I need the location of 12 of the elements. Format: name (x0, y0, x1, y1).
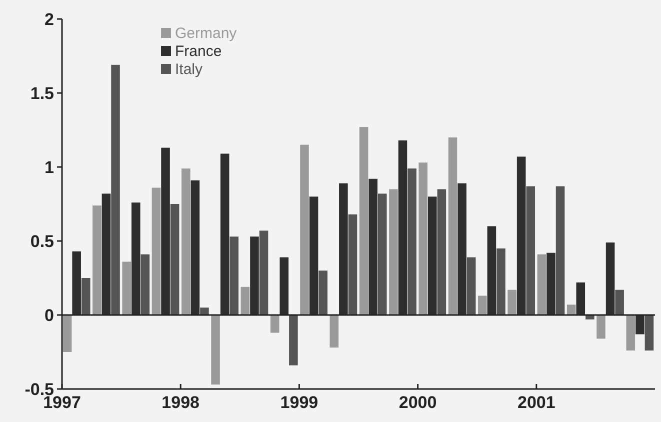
x-tick-label: 2001 (517, 393, 556, 412)
x-tick-label: 2000 (398, 393, 437, 412)
y-tick-label: 0.5 (30, 232, 54, 251)
y-tick-label: 2 (44, 10, 54, 29)
x-tick-label: 1998 (162, 393, 200, 412)
legend-label: France (175, 43, 222, 60)
y-tick-label: 1 (44, 158, 54, 177)
x-tick-label: 1999 (280, 393, 318, 412)
legend-label: Germany (175, 25, 238, 42)
legend-label: Italy (175, 61, 204, 78)
y-tick-label: 0 (44, 306, 54, 325)
y-tick-label: 1.5 (30, 84, 54, 103)
